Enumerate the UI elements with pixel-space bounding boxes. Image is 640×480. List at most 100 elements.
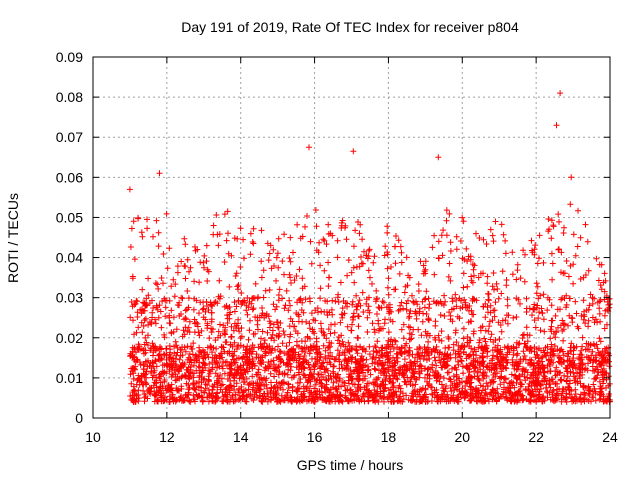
data-point	[389, 368, 395, 375]
data-point	[279, 258, 286, 265]
data-point	[489, 386, 496, 393]
data-point	[373, 348, 380, 355]
data-point	[579, 334, 586, 341]
data-point	[270, 246, 277, 253]
data-point	[528, 379, 535, 386]
data-point	[470, 311, 477, 318]
data-point	[353, 347, 360, 354]
data-point	[158, 356, 165, 363]
data-point	[258, 258, 265, 265]
data-point	[414, 388, 421, 395]
data-point	[241, 367, 248, 374]
data-point	[224, 315, 231, 322]
data-point	[230, 360, 237, 367]
data-point	[302, 349, 309, 355]
data-point	[311, 398, 318, 405]
data-point	[153, 379, 160, 386]
data-point	[438, 232, 445, 239]
data-point	[380, 299, 387, 306]
data-point	[182, 315, 189, 322]
data-point	[405, 297, 411, 304]
data-point	[494, 353, 501, 360]
data-point	[176, 356, 183, 363]
data-point	[155, 388, 162, 395]
data-point	[488, 331, 495, 338]
data-point	[228, 323, 235, 330]
data-point	[158, 355, 165, 362]
data-point	[563, 258, 570, 264]
data-point	[313, 223, 320, 230]
data-point	[320, 359, 327, 366]
data-point	[197, 299, 204, 306]
data-point	[321, 331, 328, 338]
data-point	[418, 387, 425, 394]
data-point	[485, 328, 492, 335]
data-point	[453, 233, 460, 240]
data-point	[221, 370, 228, 377]
data-point	[475, 274, 482, 281]
data-point	[268, 335, 275, 342]
data-point	[355, 387, 362, 394]
data-point	[528, 237, 535, 244]
data-point	[196, 279, 203, 286]
data-point	[429, 364, 435, 371]
data-point	[401, 363, 408, 370]
x-axis-label: GPS time / hours	[297, 457, 404, 473]
data-point	[223, 302, 230, 309]
data-point	[131, 365, 138, 372]
data-point	[133, 349, 139, 356]
data-point	[220, 398, 227, 405]
data-point	[460, 270, 467, 277]
data-point	[266, 363, 273, 370]
data-point	[155, 285, 162, 292]
data-point	[385, 275, 392, 282]
data-point	[424, 371, 431, 378]
data-point	[149, 309, 156, 316]
data-point	[288, 397, 295, 404]
data-point	[367, 274, 373, 281]
data-point	[247, 230, 254, 237]
data-point	[173, 326, 180, 333]
data-point	[220, 358, 227, 365]
data-point	[214, 389, 221, 396]
data-point	[227, 371, 234, 378]
data-point	[396, 270, 403, 277]
data-point	[161, 331, 168, 338]
data-point	[544, 394, 551, 401]
data-point	[447, 239, 454, 246]
data-point	[519, 335, 526, 342]
data-point	[528, 392, 535, 399]
data-point	[589, 348, 596, 355]
data-point	[268, 396, 275, 403]
data-point	[150, 382, 157, 389]
data-point	[549, 376, 556, 383]
data-point	[390, 383, 397, 389]
data-point	[241, 379, 248, 386]
data-point	[375, 374, 382, 381]
data-point	[317, 320, 324, 327]
data-point	[334, 347, 341, 354]
data-point	[366, 246, 373, 253]
data-point	[515, 341, 522, 348]
data-point	[375, 304, 382, 311]
data-point	[470, 355, 477, 362]
data-point	[201, 389, 207, 396]
data-point	[155, 314, 162, 321]
data-point	[209, 326, 216, 333]
data-point	[244, 311, 251, 318]
data-point	[162, 313, 169, 320]
data-point	[382, 368, 389, 375]
data-point	[348, 377, 355, 383]
data-point	[532, 374, 539, 381]
data-point	[292, 328, 299, 334]
data-point	[435, 238, 442, 245]
data-point	[471, 296, 478, 303]
data-point	[577, 276, 584, 282]
data-point	[235, 325, 242, 332]
data-point	[144, 363, 151, 370]
data-point	[398, 259, 405, 266]
data-point	[567, 201, 574, 208]
data-point	[200, 314, 207, 321]
data-point	[590, 381, 597, 388]
data-point	[549, 260, 556, 267]
